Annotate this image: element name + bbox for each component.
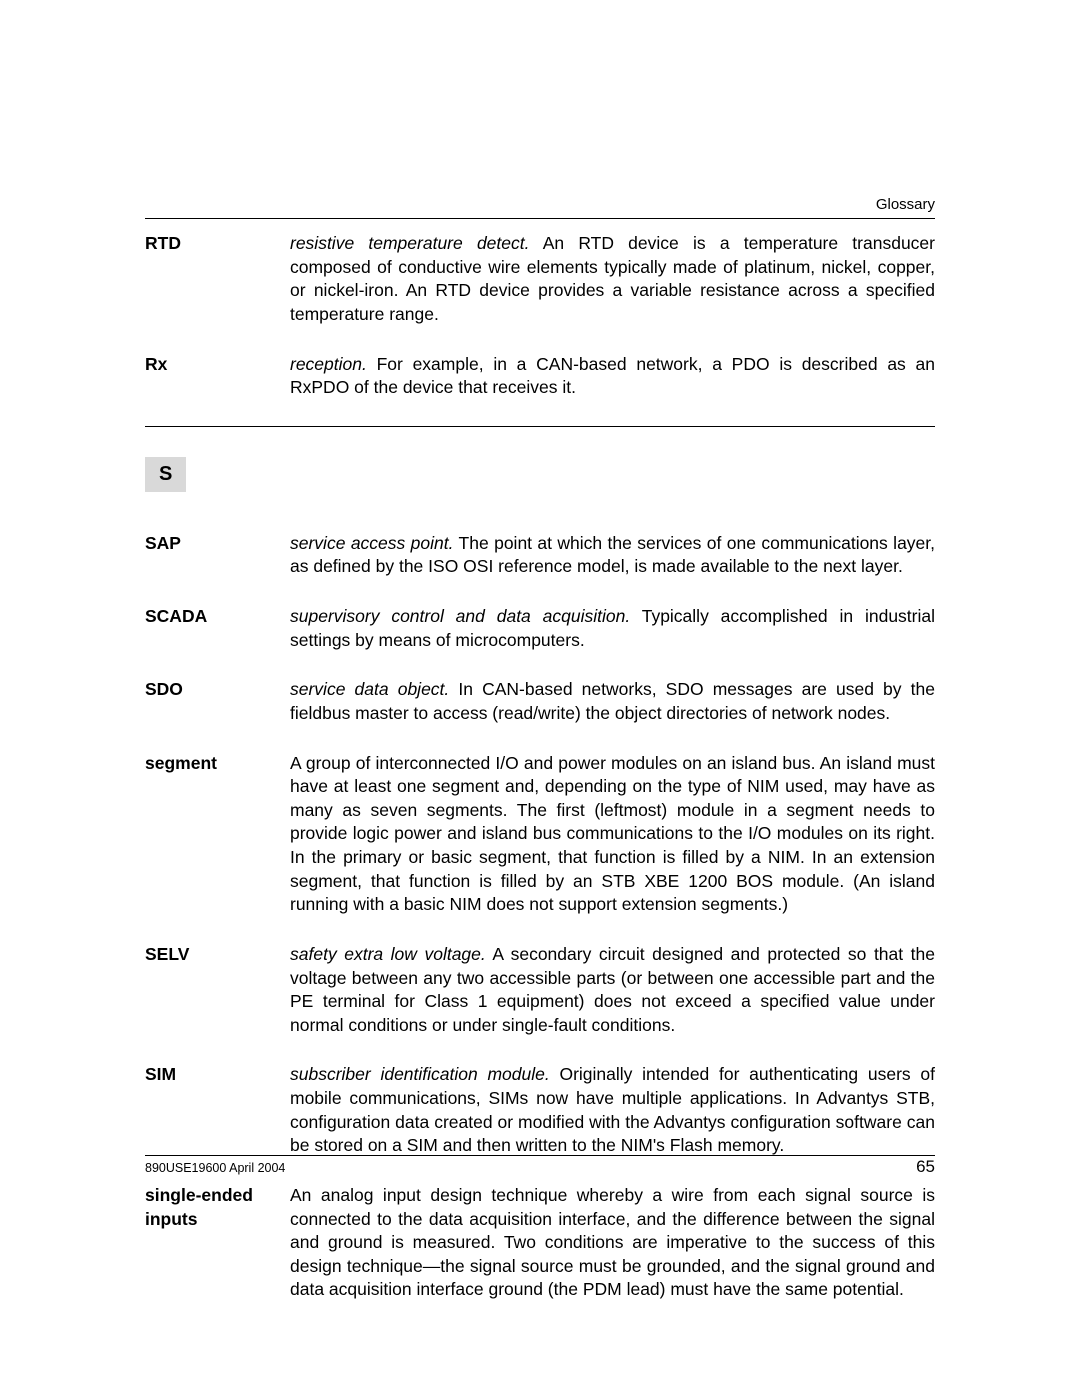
definition: A group of interconnected I/O and power … bbox=[290, 752, 935, 917]
footer-rule bbox=[145, 1155, 935, 1156]
footer-docid: 890USE19600 April 2004 bbox=[145, 1161, 285, 1175]
glossary-entry: SIM subscriber identification module. Or… bbox=[145, 1063, 935, 1158]
glossary-entry: single-ended inputs An analog input desi… bbox=[145, 1184, 935, 1302]
definition-lead: subscriber identification module. bbox=[290, 1064, 550, 1084]
term: SAP bbox=[145, 532, 290, 556]
glossary-entry: segment A group of interconnected I/O an… bbox=[145, 752, 935, 917]
term: RTD bbox=[145, 232, 290, 256]
term: SIM bbox=[145, 1063, 290, 1087]
definition: An analog input design technique whereby… bbox=[290, 1184, 935, 1302]
term: Rx bbox=[145, 353, 290, 377]
page: Glossary RTD resistive temperature detec… bbox=[0, 0, 1080, 1397]
definition: resistive temperature detect. An RTD dev… bbox=[290, 232, 935, 327]
glossary-entry: Rx reception. For example, in a CAN-base… bbox=[145, 353, 935, 400]
page-number: 65 bbox=[916, 1157, 935, 1177]
definition: supervisory control and data acquisition… bbox=[290, 605, 935, 652]
definition: reception. For example, in a CAN-based n… bbox=[290, 353, 935, 400]
header-label: Glossary bbox=[876, 196, 935, 213]
glossary-entry: SELV safety extra low voltage. A seconda… bbox=[145, 943, 935, 1038]
glossary-entry: SCADA supervisory control and data acqui… bbox=[145, 605, 935, 652]
definition-lead: service access point. bbox=[290, 533, 453, 553]
term: SELV bbox=[145, 943, 290, 967]
definition: subscriber identification module. Origin… bbox=[290, 1063, 935, 1158]
definition-lead: reception. bbox=[290, 354, 367, 374]
term: SDO bbox=[145, 678, 290, 702]
definition-lead: service data object. bbox=[290, 679, 449, 699]
footer: 890USE19600 April 2004 65 bbox=[145, 1157, 935, 1177]
definition-lead: safety extra low voltage. bbox=[290, 944, 486, 964]
glossary-entry: SAP service access point. The point at w… bbox=[145, 532, 935, 579]
definition-body: For example, in a CAN-based network, a P… bbox=[290, 354, 935, 398]
definition: service access point. The point at which… bbox=[290, 532, 935, 579]
definition-body: A group of interconnected I/O and power … bbox=[290, 753, 935, 915]
section-letter-row: S bbox=[145, 457, 935, 492]
definition-body: An analog input design technique whereby… bbox=[290, 1185, 935, 1300]
definition: service data object. In CAN-based networ… bbox=[290, 678, 935, 725]
definition-lead: supervisory control and data acquisition… bbox=[290, 606, 630, 626]
glossary-entry: SDO service data object. In CAN-based ne… bbox=[145, 678, 935, 725]
term: SCADA bbox=[145, 605, 290, 629]
definition: safety extra low voltage. A secondary ci… bbox=[290, 943, 935, 1038]
definition-lead: resistive temperature detect. bbox=[290, 233, 529, 253]
term: single-ended inputs bbox=[145, 1184, 290, 1231]
glossary-entry: RTD resistive temperature detect. An RTD… bbox=[145, 232, 935, 327]
term: segment bbox=[145, 752, 290, 776]
header-rule bbox=[145, 218, 935, 219]
section-divider bbox=[145, 426, 935, 427]
section-letter: S bbox=[145, 457, 186, 492]
